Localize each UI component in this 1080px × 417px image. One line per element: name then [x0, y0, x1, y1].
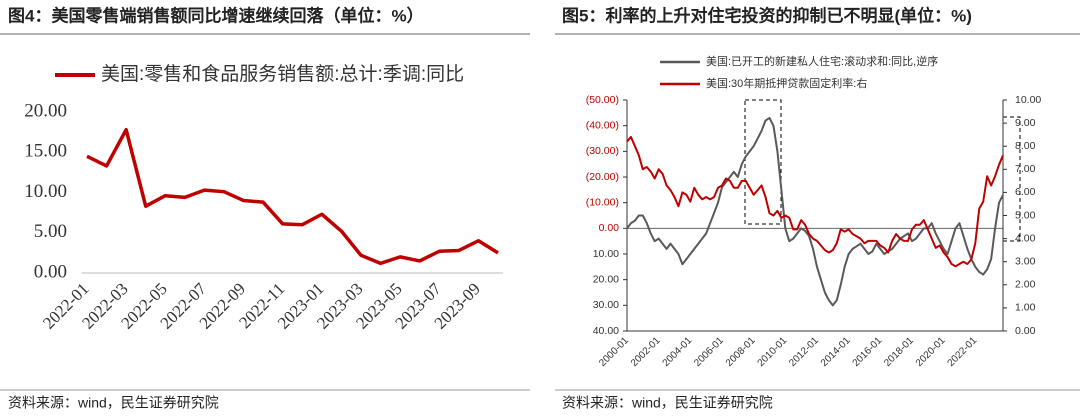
y2-tick-label: 10.00	[1015, 94, 1041, 106]
y-tick-label: 0.00	[34, 261, 67, 282]
y-tick-label: (20.00)	[586, 171, 619, 183]
highlight-box	[1002, 116, 1021, 242]
x-tick-label: 2000-01	[597, 335, 631, 369]
y-tick-label: (50.00)	[586, 94, 619, 106]
x-tick-label: 2002-01	[629, 335, 663, 369]
series-line	[86, 127, 499, 266]
x-tick-label: 2016-01	[851, 335, 885, 369]
y2-tick-label: 6.00	[1015, 186, 1036, 198]
x-tick-label: 2012-01	[787, 335, 821, 369]
y-tick-label: 40.00	[593, 325, 619, 337]
x-tick-label: 2004-01	[661, 335, 695, 369]
y2-tick-label: 3.00	[1015, 255, 1036, 267]
y-tick-label: (40.00)	[586, 119, 619, 131]
y-tick-label: (10.00)	[586, 196, 619, 208]
series-line	[626, 135, 1004, 268]
legend-label: 美国:30年期抵押贷款固定利率:右	[706, 76, 867, 90]
y2-tick-label: 1.00	[1015, 302, 1036, 314]
y-tick-label: 10.00	[24, 181, 67, 202]
y2-tick-label: 9.00	[1015, 117, 1036, 129]
legend-label: 美国:已开工的新建私人住宅:滚动求和:同比,逆序	[706, 54, 938, 68]
chart-title: 图5：利率的上升对住宅投资的抑制已不明显(单位：%)	[562, 5, 972, 25]
source: 资料来源：wind，民生证券研究院	[562, 395, 773, 411]
source: 资料来源：wind，民生证券研究院	[8, 395, 219, 411]
y-tick-label: 20.00	[593, 273, 619, 285]
legend-label: 美国:零售和食品服务销售额:总计:季调:同比	[101, 63, 464, 85]
x-tick-label: 2010-01	[756, 335, 790, 369]
series-line	[626, 116, 1004, 307]
y-tick-label: 10.00	[593, 248, 619, 260]
y2-tick-label: 4.00	[1015, 232, 1036, 244]
y2-tick-label: 0.00	[1015, 325, 1036, 337]
x-tick-label: 2006-01	[692, 335, 726, 369]
y2-tick-label: 2.00	[1015, 279, 1036, 291]
y-tick-label: 20.00	[24, 100, 67, 121]
y2-tick-label: 8.00	[1015, 140, 1036, 152]
y2-tick-label: 7.00	[1015, 163, 1036, 175]
x-tick-label: 2014-01	[819, 335, 853, 369]
y-tick-label: 5.00	[34, 221, 67, 242]
y-tick-label: 30.00	[593, 299, 619, 311]
y2-tick-label: 5.00	[1015, 209, 1036, 221]
x-tick-label: 2018-01	[882, 335, 916, 369]
x-tick-label: 2022-01	[946, 335, 980, 369]
y-tick-label: (30.00)	[586, 145, 619, 157]
x-tick-label: 2008-01	[724, 335, 758, 369]
y-tick-label: 15.00	[24, 141, 67, 162]
chart-title: 图4：美国零售端销售额同比增速继续回落（单位：%）	[8, 5, 424, 25]
highlight-box	[744, 99, 782, 225]
x-tick-label: 2020-01	[914, 335, 948, 369]
y-tick-label: 0.00	[599, 222, 620, 234]
